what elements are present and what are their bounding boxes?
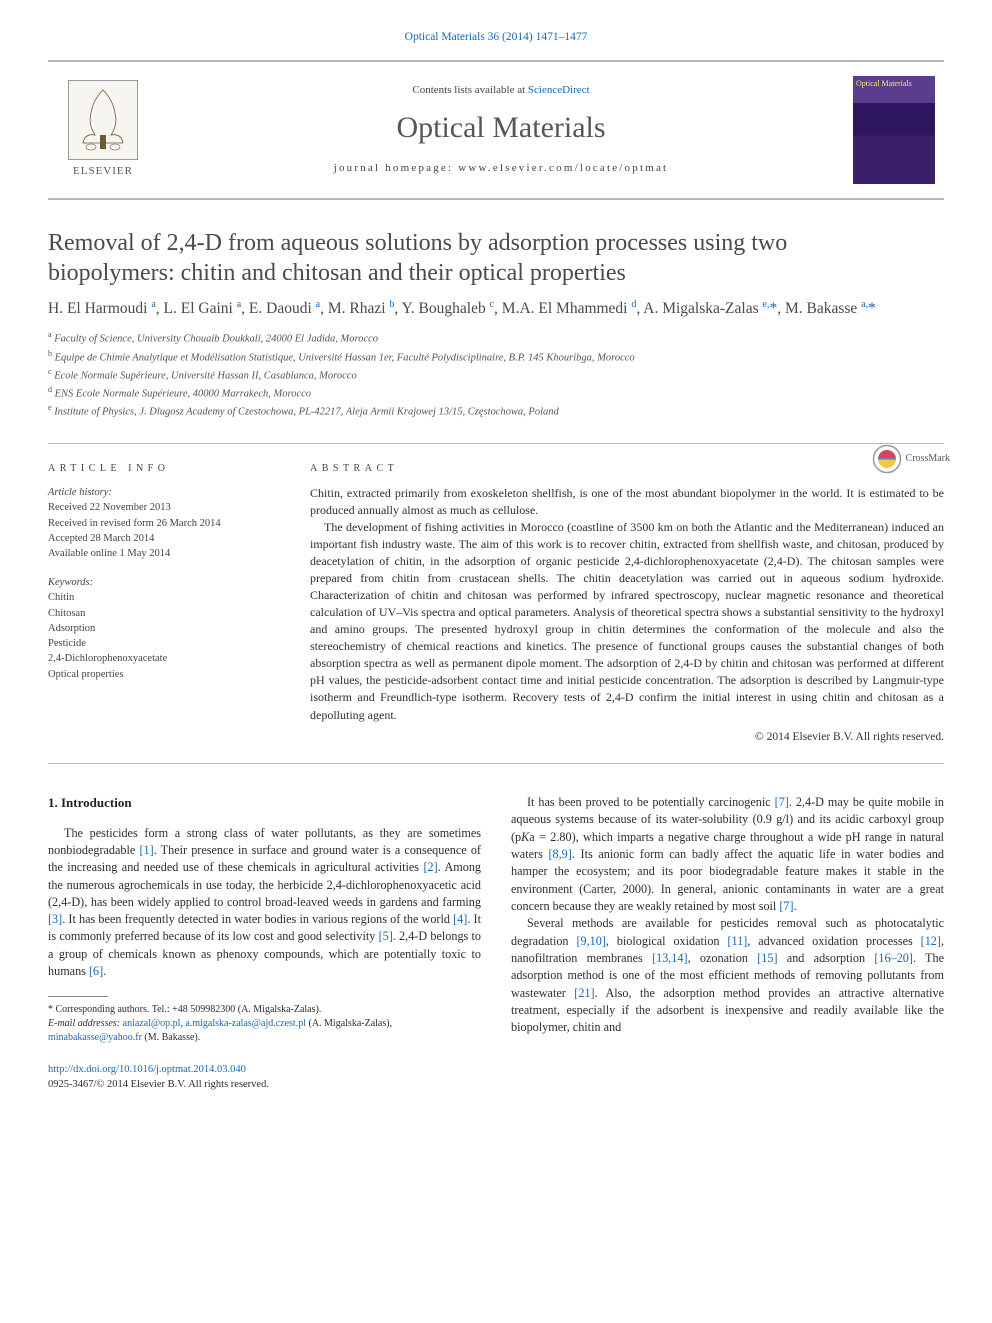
body-text: 1. Introduction The pesticides form a st… [48,794,944,1093]
doi-link[interactable]: http://dx.doi.org/10.1016/j.optmat.2014.… [48,1064,246,1075]
citation[interactable]: Optical Materials 36 (2014) 1471–1477 [48,30,944,46]
journal-name: Optical Materials [396,108,605,149]
body-paragraph: It has been proved to be potentially car… [511,794,944,915]
body-paragraph: Several methods are available for pestic… [511,915,944,1036]
journal-header: ELSEVIER Contents lists available at Sci… [48,60,944,200]
contents-available: Contents lists available at ScienceDirec… [412,83,589,98]
article-info-label: article info [48,462,278,476]
intro-paragraph: The pesticides form a strong class of wa… [48,825,481,981]
article-title: Removal of 2,4-D from aqueous solutions … [48,228,944,288]
author-list: H. El Harmoudi a, L. El Gaini a, E. Daou… [48,298,944,320]
publisher-name: ELSEVIER [73,164,133,179]
affiliations: a Faculty of Science, University Chouaib… [48,329,944,420]
crossmark-badge[interactable]: CrossMark [872,444,950,474]
abstract-copyright: © 2014 Elsevier B.V. All rights reserved… [310,730,944,746]
article-history: Article history: Received 22 November 20… [48,485,278,561]
email-link[interactable]: minabakasse@yahoo.fr [48,1032,142,1043]
sciencedirect-link[interactable]: ScienceDirect [528,84,590,96]
doi-block: http://dx.doi.org/10.1016/j.optmat.2014.… [48,1063,481,1092]
abstract-text: Chitin, extracted primarily from exoskel… [310,485,944,723]
email-link[interactable]: aniazal@op.pl [123,1018,181,1029]
email-link[interactable]: a.migalska-zalas@ajd.czest.pl [185,1018,306,1029]
journal-cover-thumbnail[interactable]: Optical Materials [844,62,944,198]
keywords: Keywords: ChitinChitosanAdsorptionPestic… [48,575,278,682]
abstract-label: abstract [310,462,944,476]
section-heading-intro: 1. Introduction [48,794,481,812]
corresponding-author-footnote: * Corresponding authors. Tel.: +48 50998… [48,1003,481,1045]
journal-homepage[interactable]: journal homepage: www.elsevier.com/locat… [334,161,669,176]
publisher-logo[interactable]: ELSEVIER [48,62,158,198]
elsevier-tree-icon [68,80,138,160]
